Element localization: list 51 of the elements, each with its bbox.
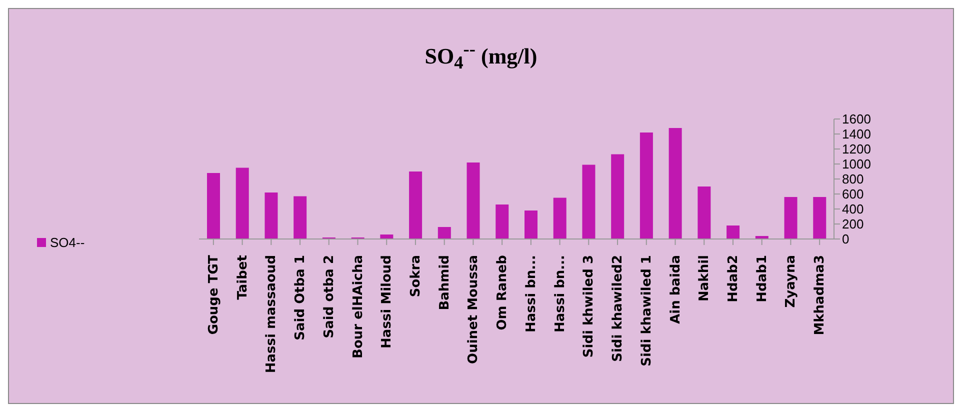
bar <box>466 162 480 239</box>
x-tick-label: Bahmid <box>437 255 452 310</box>
x-tick-label: Taibet <box>235 255 250 300</box>
bar <box>438 227 451 239</box>
y-tick-label: 1200 <box>842 142 871 157</box>
bar <box>668 128 682 239</box>
x-tick-label: Bour elHAicha <box>350 255 366 358</box>
x-tick-label: Sidi khawiled 1 <box>639 255 654 366</box>
x-tick-label: Zyayna <box>784 255 799 308</box>
y-tick-label: 0 <box>842 232 850 247</box>
bar <box>726 226 740 239</box>
bar <box>784 197 798 239</box>
y-tick-label: 1600 <box>842 112 871 127</box>
x-tick-label: Ain baida <box>668 255 684 324</box>
bar <box>294 196 307 239</box>
y-tick-label: 200 <box>842 216 864 232</box>
bar <box>553 198 566 239</box>
chart-title: SO$_{4}$$^{--}$ (mg/l) <box>424 39 538 74</box>
y-tick-label: 1400 <box>842 126 871 142</box>
bar <box>524 210 538 239</box>
x-tick-label: Ouinet Moussa <box>466 255 482 364</box>
x-tick-label: Nakhil <box>697 255 712 302</box>
x-tick-label: Hassi bn... <box>524 255 539 332</box>
bar <box>207 173 220 239</box>
x-tick-label: Om Raneb <box>495 255 510 330</box>
bar <box>496 204 509 239</box>
x-tick-label: Said otba 2 <box>322 255 337 338</box>
bar <box>409 172 422 239</box>
bar <box>582 164 596 239</box>
bar <box>640 132 653 239</box>
bar <box>264 192 278 239</box>
y-tick-label: 1000 <box>842 156 871 172</box>
bar <box>813 197 826 239</box>
x-tick-label: Hassi bn... <box>552 255 568 332</box>
x-tick-label: Sidi khawiled2 <box>610 255 626 362</box>
bar <box>698 186 711 239</box>
x-tick-label: Gouge TGT <box>206 254 222 335</box>
x-tick-label: Said Otba 1 <box>293 255 308 340</box>
x-tick-label: Sidi khwiled 3 <box>582 255 597 358</box>
x-tick-label: Hassi Miloud <box>380 255 395 348</box>
legend-label: SO4-- <box>50 235 85 250</box>
bar <box>236 168 249 239</box>
x-tick-label: Sokra <box>408 255 424 298</box>
x-tick-label: Hdab2 <box>726 255 741 302</box>
y-tick-label: 600 <box>842 186 864 202</box>
y-tick-label: 400 <box>842 202 864 217</box>
x-tick-label: Hassi massaoud <box>264 255 280 374</box>
y-tick-label: 800 <box>842 172 864 187</box>
bar <box>611 154 624 239</box>
x-tick-label: Hdab1 <box>754 255 770 302</box>
x-tick-label: Mkhadma3 <box>812 255 828 336</box>
